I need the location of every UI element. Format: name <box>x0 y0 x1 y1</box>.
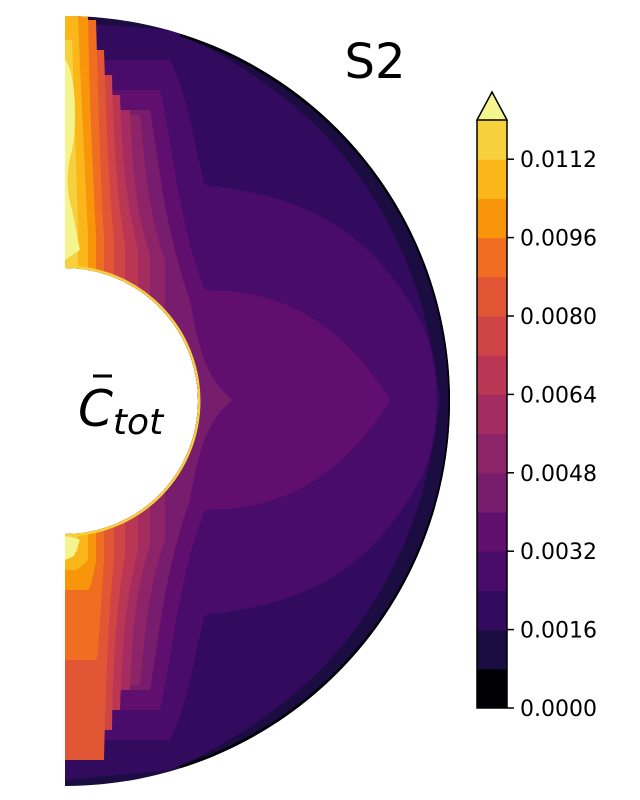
colorbar-band <box>477 316 507 356</box>
colorbar: 0.0000 0.0016 0.0032 0.0048 0.0064 0.0080 0.00… <box>475 90 597 722</box>
quantity-symbol: Ctot <box>78 380 165 443</box>
colorbar-tick-label: 0.0032 <box>520 540 597 565</box>
colorbar-band <box>477 198 507 239</box>
colorbar-band <box>477 355 507 395</box>
colorbar-band <box>477 394 507 435</box>
colorbar-tick-label: 0.0080 <box>520 305 597 330</box>
colorbar-tick-label: 0.0048 <box>520 462 597 487</box>
colorbar-band <box>477 159 507 199</box>
colorbar-band <box>477 590 507 631</box>
colorbar-band <box>477 120 507 160</box>
colorbar-band <box>477 512 507 552</box>
colorbar-tick-label: 0.0064 <box>520 383 597 408</box>
colorbar-band <box>477 629 507 670</box>
chart-title: S2 <box>344 34 405 90</box>
colorbar-band <box>477 276 507 317</box>
colorbar-band <box>477 433 507 474</box>
colorbar-band <box>477 551 507 591</box>
colorbar-extend-max <box>475 90 509 121</box>
colorbar-tick-label: 0.0096 <box>520 227 597 252</box>
quantity-label: Ctot <box>78 374 165 443</box>
colorbar-band <box>477 237 507 278</box>
colorbar-outline <box>476 120 508 709</box>
colorbar-band <box>477 668 507 709</box>
colorbar-band <box>477 472 507 513</box>
colorbar-tick-label: 0.0112 <box>520 148 597 173</box>
colorbar-tick-label: 0.0016 <box>520 619 597 644</box>
colorbar-tick-label: 0.0000 <box>520 697 597 722</box>
